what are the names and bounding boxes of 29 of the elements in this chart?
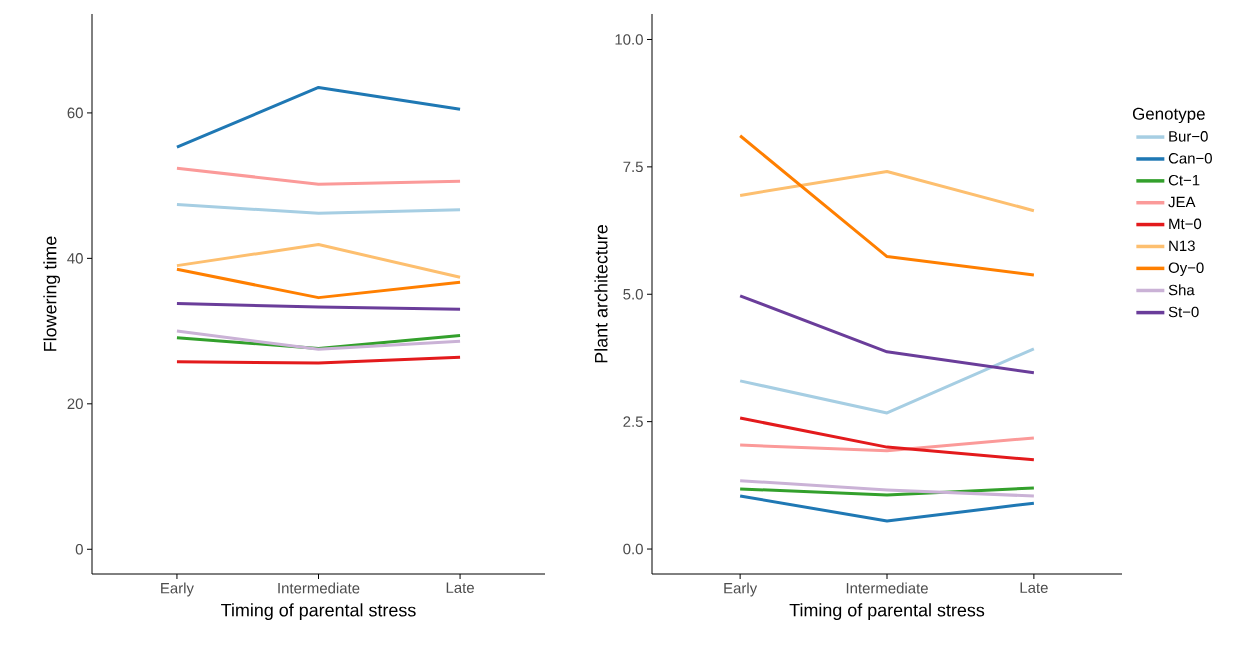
y-tick-label: 5.0 xyxy=(623,288,643,300)
y-axis-title: Plant architecture xyxy=(594,225,608,363)
y-tick-label: 0 xyxy=(75,543,83,555)
legend-label: Sha xyxy=(1168,284,1195,296)
x-tick-label: Intermediate xyxy=(278,582,360,594)
legend-label: JEA xyxy=(1168,196,1196,208)
legend-title: Genotype xyxy=(1132,107,1205,124)
legend-label: St−0 xyxy=(1168,306,1199,318)
x-tick-label: Early xyxy=(161,582,194,597)
y-tick-label: 0.0 xyxy=(623,543,643,555)
legend-label: Oy−0 xyxy=(1168,262,1204,276)
x-tick-label: Late xyxy=(446,582,474,593)
legend-label: Mt−0 xyxy=(1169,218,1202,230)
legend-label: Bur−0 xyxy=(1169,131,1208,142)
y-tick-label: 40 xyxy=(67,253,83,264)
y-tick-label: 20 xyxy=(67,398,83,410)
x-tick-label: Late xyxy=(1020,582,1048,593)
y-axis-title: Flowering time xyxy=(43,236,61,351)
y-tick-label: 10.0 xyxy=(615,34,643,45)
x-axis-title: Timing of parental stress xyxy=(789,603,985,620)
legend-label: N13 xyxy=(1169,240,1195,252)
legend-label: Can−0 xyxy=(1168,153,1212,164)
x-tick-label: Early xyxy=(724,582,758,597)
y-tick-label: 2.5 xyxy=(623,416,643,427)
x-axis-title: Timing of parental stress xyxy=(221,603,416,620)
legend-label: Ct−1 xyxy=(1168,174,1200,186)
y-tick-label: 7.5 xyxy=(623,161,643,173)
x-tick-label: Intermediate xyxy=(846,582,928,594)
y-tick-label: 60 xyxy=(67,107,83,119)
